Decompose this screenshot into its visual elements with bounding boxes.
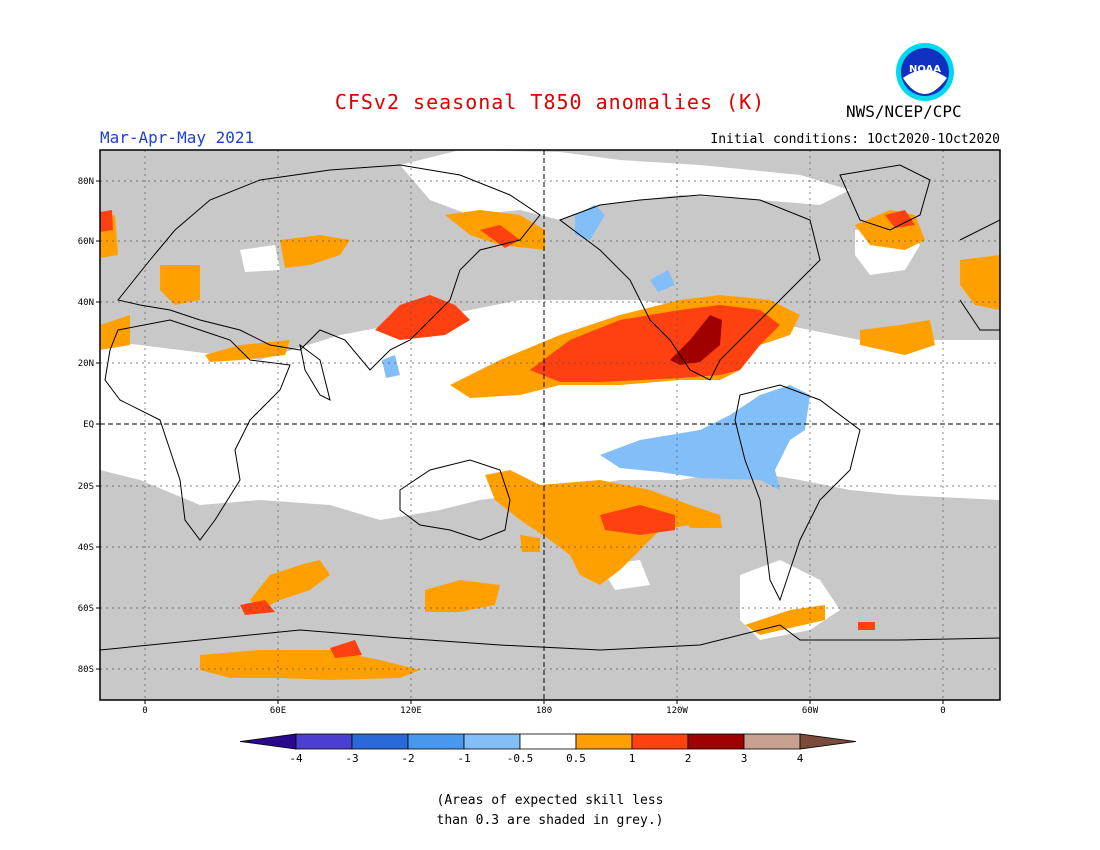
coastline-greenland [839, 164, 931, 231]
hot-southern-ocean-spot [858, 622, 875, 630]
colorbar-label: 2 [685, 752, 692, 765]
lat-label-20n: 20N [78, 359, 94, 369]
coastlines [100, 164, 1000, 651]
neutral-europe [240, 245, 280, 272]
warm-siberia [280, 235, 350, 268]
coastline-eurasia [117, 164, 541, 371]
colorbar-swatch [743, 733, 801, 750]
colorbar-swatch [575, 733, 633, 750]
colorbar-label: -1 [457, 752, 470, 765]
lon-label-60e: 60E [270, 706, 286, 716]
cool-eastern-pacific [600, 385, 810, 490]
warm-south-of-australia [425, 580, 500, 612]
coastline-india [299, 343, 331, 401]
noaa-logo-icon: NOAA [896, 43, 954, 101]
lat-label-20s: 20S [78, 482, 94, 492]
colorbar-label: -3 [345, 752, 358, 765]
lon-label-60w: 60W [802, 706, 819, 716]
colorbar-swatch [351, 733, 409, 750]
lon-label-180: 180 [536, 706, 552, 716]
coastline-australia [399, 459, 511, 541]
skill-footnote-line2: than 0.3 are shaded in grey.) [436, 813, 664, 828]
hot-antarctic [330, 640, 362, 658]
chart-title: CFSv2 seasonal T850 anomalies (K) [334, 90, 766, 114]
logo-text: NOAA [909, 64, 941, 75]
lat-label-80n: 80N [78, 177, 94, 187]
lon-label-0: 0 [142, 706, 147, 716]
colorbar-label: 1 [629, 752, 636, 765]
coastline-europe-east [959, 219, 1000, 331]
lon-label-0: 0 [940, 706, 945, 716]
hot-southern-subtropics [600, 505, 675, 535]
colorbar-swatch [687, 733, 745, 750]
colorbar-swatch [407, 733, 465, 750]
colorbar-swatch [463, 733, 521, 750]
agency-label: NWS/NCEP/CPC [846, 102, 962, 121]
warm-north-africa-west [100, 315, 130, 350]
gridlines [100, 150, 1000, 700]
map-field [100, 150, 1000, 700]
lon-label-120w: 120W [666, 706, 688, 716]
coastline-africa [104, 319, 291, 541]
warm-southern-indian [250, 560, 330, 610]
colorbar-label: 3 [741, 752, 748, 765]
colorbar: -4 -3 -2 -1 -0.5 0.5 1 2 3 4 [239, 733, 857, 765]
lon-label-120e: 120E [400, 706, 422, 716]
coastline-antarctica [100, 624, 1000, 651]
colorbar-label: -2 [401, 752, 414, 765]
coastline-south-america [734, 384, 861, 602]
lat-label-60n: 60N [78, 237, 94, 247]
warm-north-africa-east [205, 340, 290, 362]
colorbar-swatch [519, 733, 577, 750]
map-frame [99, 149, 1001, 701]
very-hot-mexico [670, 315, 722, 365]
warm-mediterranean [160, 265, 200, 305]
longitude-labels: 0 60E 120E 180 120W 60W 0 [142, 700, 946, 716]
hot-west-edge [100, 210, 113, 232]
hot-japan [375, 295, 470, 340]
cool-alaska [575, 205, 605, 240]
coastline-north-america [558, 194, 821, 381]
warm-tasman [520, 535, 540, 552]
warm-west-europe [960, 255, 1000, 310]
colorbar-label: 4 [797, 752, 804, 765]
hot-greenland [885, 210, 915, 228]
hot-southern-indian-spot [240, 600, 275, 615]
warm-atlantic-subtropics [860, 320, 935, 355]
colorbar-arrow-right [799, 733, 857, 750]
colorbar-label: -4 [289, 752, 303, 765]
lat-label-40n: 40N [78, 298, 94, 308]
latitude-labels: 80N 60N 40N 20N EQ 20S 40S 60S 80S [78, 177, 100, 675]
neutral-north-pacific [400, 150, 850, 220]
lat-label-60s: 60S [78, 604, 94, 614]
initial-conditions-label: Initial conditions: 1Oct2020-1Oct2020 [710, 132, 1000, 147]
lat-label-80s: 80S [78, 665, 94, 675]
colorbar-arrow-left [239, 733, 297, 750]
cool-south-china [382, 355, 400, 378]
season-label: Mar-Apr-May 2021 [100, 128, 255, 147]
colorbar-label: 0.5 [566, 752, 586, 765]
cool-northeast-pacific [650, 270, 675, 292]
colorbar-swatch [295, 733, 353, 750]
warm-antarctic-peninsula [745, 605, 825, 635]
colorbar-label: -0.5 [507, 752, 534, 765]
skill-footnote-line1: (Areas of expected skill less [436, 793, 664, 808]
warm-antarctic-east [200, 650, 420, 680]
lat-label-40s: 40S [78, 543, 94, 553]
colorbar-swatch [631, 733, 689, 750]
warm-south-pacific-spot [680, 510, 722, 528]
lat-label-eq: EQ [83, 420, 94, 430]
